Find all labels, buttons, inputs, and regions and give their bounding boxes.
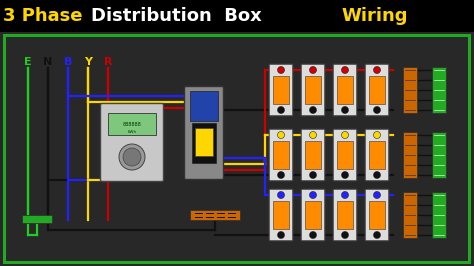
Bar — [192, 123, 216, 163]
Circle shape — [341, 192, 348, 198]
Text: 888888: 888888 — [123, 122, 141, 127]
Bar — [403, 192, 417, 238]
Bar — [337, 201, 353, 229]
Circle shape — [123, 148, 141, 166]
Circle shape — [341, 231, 348, 239]
Circle shape — [310, 231, 317, 239]
Bar — [190, 91, 218, 121]
Circle shape — [341, 106, 348, 114]
Circle shape — [277, 192, 284, 198]
FancyBboxPatch shape — [333, 129, 357, 181]
Bar — [22, 215, 52, 223]
Bar — [108, 113, 156, 135]
Bar — [337, 76, 353, 104]
Bar — [0, 32, 474, 266]
Bar — [432, 192, 446, 238]
Circle shape — [277, 66, 284, 73]
Bar — [0, 0, 474, 32]
FancyBboxPatch shape — [301, 129, 325, 181]
Bar — [273, 76, 289, 104]
Circle shape — [341, 66, 348, 73]
Circle shape — [310, 106, 317, 114]
Circle shape — [341, 131, 348, 139]
Circle shape — [310, 131, 317, 139]
Bar — [190, 210, 240, 220]
Text: R: R — [104, 57, 112, 67]
Circle shape — [310, 192, 317, 198]
Bar — [305, 201, 321, 229]
FancyBboxPatch shape — [333, 64, 357, 116]
Bar — [305, 141, 321, 169]
Circle shape — [277, 172, 284, 178]
Bar — [337, 141, 353, 169]
Bar — [369, 141, 385, 169]
Bar — [4, 35, 469, 262]
Circle shape — [310, 172, 317, 178]
Circle shape — [277, 231, 284, 239]
Bar — [432, 67, 446, 113]
Bar — [403, 67, 417, 113]
Text: Wiring: Wiring — [341, 7, 408, 25]
Text: Y: Y — [84, 57, 92, 67]
Text: N: N — [44, 57, 53, 67]
Circle shape — [277, 131, 284, 139]
FancyBboxPatch shape — [301, 189, 325, 241]
FancyBboxPatch shape — [365, 64, 389, 116]
FancyBboxPatch shape — [184, 86, 224, 180]
FancyBboxPatch shape — [100, 103, 164, 181]
FancyBboxPatch shape — [333, 189, 357, 241]
Bar — [432, 132, 446, 178]
Circle shape — [341, 172, 348, 178]
Bar — [195, 128, 213, 156]
FancyBboxPatch shape — [269, 189, 293, 241]
Bar — [403, 132, 417, 178]
Bar — [369, 76, 385, 104]
FancyBboxPatch shape — [269, 129, 293, 181]
Bar — [273, 201, 289, 229]
Text: 3 Phase: 3 Phase — [3, 7, 89, 25]
Circle shape — [310, 66, 317, 73]
FancyBboxPatch shape — [365, 189, 389, 241]
Circle shape — [374, 66, 381, 73]
Bar — [305, 76, 321, 104]
Circle shape — [374, 192, 381, 198]
Circle shape — [374, 131, 381, 139]
Circle shape — [374, 231, 381, 239]
FancyBboxPatch shape — [365, 129, 389, 181]
Text: B: B — [64, 57, 72, 67]
Bar — [369, 201, 385, 229]
Circle shape — [374, 106, 381, 114]
Circle shape — [374, 172, 381, 178]
Text: kWh: kWh — [128, 130, 137, 134]
FancyBboxPatch shape — [269, 64, 293, 116]
Circle shape — [277, 106, 284, 114]
FancyBboxPatch shape — [301, 64, 325, 116]
Circle shape — [119, 144, 145, 170]
Bar — [273, 141, 289, 169]
Text: Distribution  Box: Distribution Box — [91, 7, 268, 25]
Text: E: E — [24, 57, 32, 67]
